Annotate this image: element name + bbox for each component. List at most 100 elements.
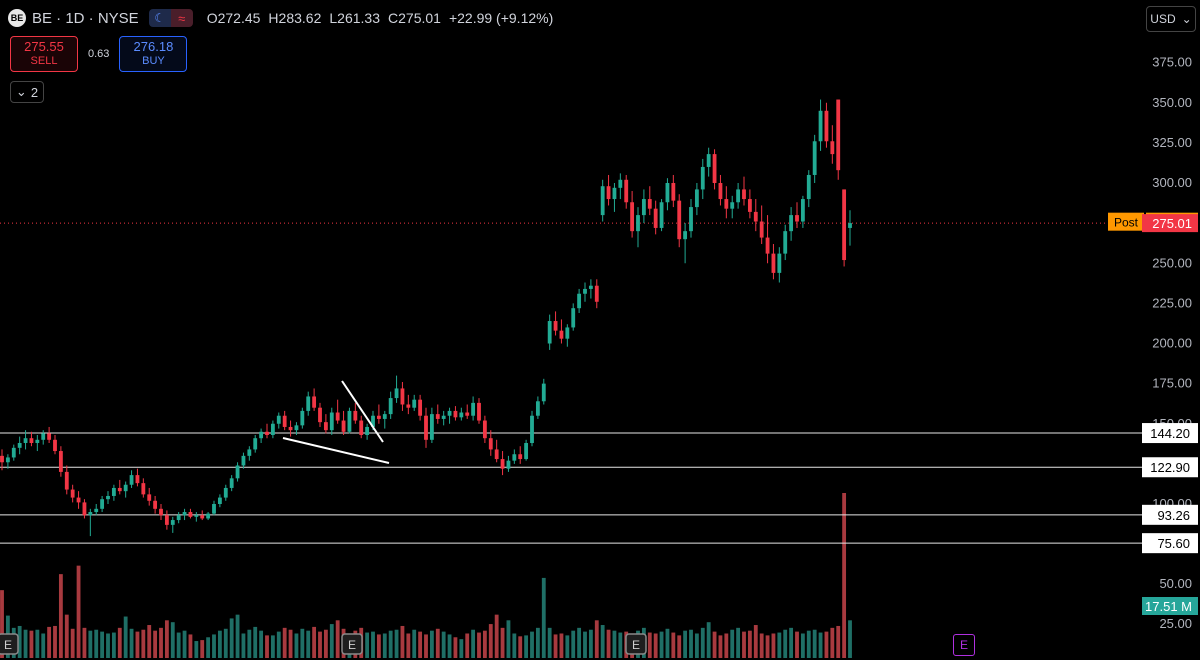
candle[interactable] (636, 215, 640, 232)
candle[interactable] (117, 487, 122, 492)
candle[interactable] (747, 199, 752, 212)
candle[interactable] (212, 504, 216, 514)
candle[interactable] (141, 483, 146, 495)
candle[interactable] (82, 502, 87, 516)
candle[interactable] (694, 189, 699, 208)
candle[interactable] (88, 512, 93, 516)
candle[interactable] (653, 208, 658, 228)
moon-icon[interactable]: ☾ (148, 9, 171, 27)
earnings-marker[interactable] (0, 633, 19, 655)
candle[interactable] (724, 199, 729, 209)
candle[interactable] (0, 455, 4, 463)
candle[interactable] (759, 221, 764, 238)
candle[interactable] (836, 99, 841, 171)
candle[interactable] (647, 199, 652, 209)
candle[interactable] (41, 433, 46, 440)
candle[interactable] (376, 415, 381, 419)
symbol-title[interactable]: BE · 1D · NYSE (32, 9, 139, 27)
candle[interactable] (11, 447, 16, 458)
candle[interactable] (282, 415, 287, 427)
candle[interactable] (135, 475, 140, 484)
candle[interactable] (312, 396, 317, 408)
candle[interactable] (818, 110, 823, 142)
candle[interactable] (318, 407, 322, 423)
earnings-marker[interactable] (341, 633, 363, 655)
candle[interactable] (388, 398, 393, 415)
candle[interactable] (424, 415, 428, 440)
candle[interactable] (730, 202, 735, 209)
buy-button[interactable]: 276.18 BUY (119, 36, 188, 72)
candle[interactable] (353, 410, 358, 421)
candle[interactable] (176, 515, 181, 521)
candle[interactable] (406, 404, 411, 408)
currency-selector[interactable]: USD ⌄ (1146, 6, 1196, 32)
candle[interactable] (665, 183, 670, 203)
candle[interactable] (588, 285, 593, 289)
candle[interactable] (223, 487, 228, 498)
wave-icon[interactable]: ≈ (170, 9, 193, 27)
candle[interactable] (512, 454, 517, 461)
candle[interactable] (194, 515, 199, 517)
candle[interactable] (677, 200, 682, 240)
earnings-icon[interactable]: E (953, 634, 975, 656)
candle[interactable] (465, 412, 470, 416)
candle[interactable] (335, 412, 340, 421)
candle[interactable] (524, 443, 529, 460)
candle[interactable] (547, 321, 552, 344)
candle[interactable] (306, 396, 311, 411)
candle[interactable] (170, 520, 175, 525)
trendline-upper[interactable] (341, 380, 384, 443)
candle[interactable] (294, 425, 299, 431)
candle[interactable] (270, 423, 275, 435)
candle[interactable] (842, 189, 847, 261)
candle[interactable] (771, 253, 776, 273)
candle[interactable] (253, 438, 258, 450)
candle[interactable] (359, 420, 364, 435)
candle[interactable] (671, 183, 676, 201)
candle[interactable] (447, 410, 452, 416)
candle[interactable] (164, 515, 169, 525)
candle[interactable] (477, 402, 481, 421)
candle[interactable] (241, 455, 246, 466)
candle[interactable] (229, 478, 234, 488)
candle[interactable] (235, 465, 240, 479)
candle[interactable] (70, 489, 75, 498)
candle[interactable] (129, 475, 134, 485)
candle[interactable] (5, 457, 10, 463)
candle[interactable] (600, 186, 605, 216)
candle[interactable] (58, 451, 63, 472)
candle[interactable] (700, 166, 705, 190)
candle[interactable] (812, 141, 817, 175)
candle[interactable] (429, 414, 434, 440)
candle[interactable] (553, 321, 558, 331)
candle[interactable] (17, 443, 22, 448)
candle[interactable] (111, 487, 116, 496)
candle[interactable] (200, 515, 205, 519)
candle[interactable] (630, 202, 635, 232)
candle[interactable] (23, 438, 28, 444)
candle[interactable] (217, 497, 222, 504)
candle[interactable] (182, 512, 187, 516)
candle[interactable] (123, 484, 128, 492)
candle[interactable] (541, 383, 546, 402)
candle[interactable] (247, 449, 252, 456)
candle[interactable] (506, 460, 511, 469)
candle[interactable] (94, 508, 99, 513)
candle[interactable] (341, 420, 346, 432)
candle[interactable] (765, 237, 770, 254)
candle[interactable] (718, 183, 723, 200)
candle[interactable] (29, 438, 34, 444)
candle[interactable] (394, 388, 399, 399)
candle[interactable] (594, 285, 599, 302)
candle[interactable] (329, 412, 334, 431)
candle[interactable] (789, 215, 794, 232)
candle[interactable] (488, 438, 493, 450)
candle[interactable] (159, 508, 163, 516)
candle[interactable] (571, 308, 576, 328)
candle[interactable] (606, 186, 611, 200)
candle[interactable] (494, 449, 499, 460)
candle[interactable] (400, 388, 405, 405)
candle[interactable] (347, 410, 352, 432)
candle[interactable] (659, 202, 664, 228)
candle[interactable] (795, 215, 799, 222)
